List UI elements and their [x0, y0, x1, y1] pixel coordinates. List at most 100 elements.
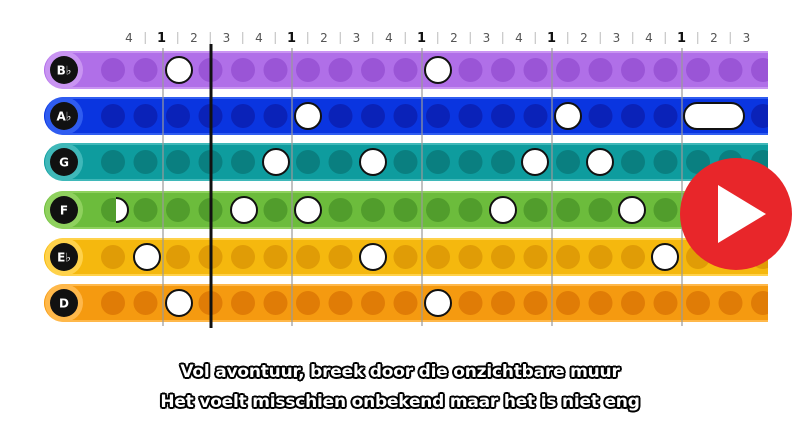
lane-key-label: B♭	[57, 64, 72, 78]
beat-slot	[556, 58, 580, 82]
beat-slot	[296, 291, 320, 315]
lane-key: F	[45, 191, 83, 229]
beat-slot	[101, 150, 125, 174]
beat-slot	[393, 150, 418, 174]
beat-tick-label: 4	[255, 31, 263, 45]
lyric-line-2: Het voelt misschien onbekend maar het is…	[160, 392, 640, 412]
beat-slot	[751, 291, 768, 315]
beat-slot	[523, 245, 548, 269]
beat-slot	[686, 150, 710, 174]
beat-slot	[653, 104, 678, 128]
beat-tick-label: 1	[417, 31, 426, 46]
beat-slot	[458, 58, 483, 82]
play-button[interactable]	[680, 158, 792, 270]
beat-tick-label: 1	[677, 31, 686, 46]
beat-slot	[393, 291, 418, 315]
note	[489, 196, 517, 224]
beat-slot	[133, 150, 158, 174]
beat-slot	[263, 245, 288, 269]
lane-area: B♭ A♭ G F E♭ D	[44, 48, 768, 326]
beat-slot	[653, 291, 678, 315]
beat-slot	[588, 291, 613, 315]
beat-slot	[556, 198, 580, 222]
beat-slot	[426, 198, 450, 222]
beat-tick-label: 3	[223, 31, 231, 45]
beat-tick-label: 3	[483, 31, 491, 45]
beat-slot	[101, 58, 125, 82]
beat-slot	[166, 150, 190, 174]
beat-slot	[653, 58, 678, 82]
beat-slot	[491, 245, 515, 269]
beat-tick-label: 4	[125, 31, 133, 45]
note	[359, 148, 387, 176]
lane-key-disc	[50, 56, 78, 84]
lane-key: A♭	[45, 97, 83, 135]
note	[262, 148, 290, 176]
beat-slot	[621, 291, 645, 315]
beat-tick-label: 4	[645, 31, 653, 45]
lane-key: G	[45, 143, 83, 181]
lane	[44, 51, 768, 89]
beat-slot	[361, 58, 385, 82]
note	[554, 102, 582, 130]
note	[424, 289, 452, 317]
beat-tick-label: 2	[710, 31, 718, 45]
play-icon	[718, 185, 766, 243]
note	[586, 148, 614, 176]
note	[651, 243, 679, 271]
beat-slot	[458, 104, 483, 128]
lane-key: E♭	[45, 238, 83, 276]
note	[230, 196, 258, 224]
beat-slot	[231, 245, 255, 269]
beat-slot	[523, 104, 548, 128]
beat-tick-label: 3	[743, 31, 751, 45]
beat-tick-label: 1	[287, 31, 296, 46]
beat-slot	[296, 58, 320, 82]
lane-key-label: E♭	[57, 251, 71, 265]
beat-slot	[621, 104, 645, 128]
beat-slot	[393, 245, 418, 269]
beat-slot	[328, 58, 353, 82]
beat-slot	[166, 198, 190, 222]
beat-slot	[328, 150, 353, 174]
note	[165, 289, 193, 317]
lane-key-disc	[50, 243, 78, 271]
beat-slot	[718, 291, 743, 315]
beat-slot	[393, 104, 418, 128]
beat-slot	[491, 104, 515, 128]
lane-key-disc	[50, 289, 78, 317]
note	[294, 196, 322, 224]
beat-slot	[328, 291, 353, 315]
beat-slot	[296, 150, 320, 174]
lane	[44, 97, 768, 135]
beat-tick-label: 3	[613, 31, 621, 45]
beat-slot	[133, 58, 158, 82]
beat-slot	[588, 198, 613, 222]
beat-tick-label: 2	[320, 31, 328, 45]
beat-tick-label: 4	[385, 31, 393, 45]
beat-slot	[393, 198, 418, 222]
beat-slot	[491, 58, 515, 82]
beat-slot	[133, 291, 158, 315]
beat-slot	[393, 58, 418, 82]
beat-slot	[101, 104, 125, 128]
beat-tick-label: 1	[157, 31, 166, 46]
beat-slot	[263, 104, 288, 128]
beat-slot	[231, 291, 255, 315]
lane-key: D	[45, 284, 83, 322]
beat-slot	[751, 104, 768, 128]
lane-key: B♭	[45, 51, 83, 89]
beat-slot	[231, 104, 255, 128]
beat-slot	[328, 245, 353, 269]
beat-slot	[361, 104, 385, 128]
beat-slot	[263, 198, 288, 222]
beat-slot	[621, 58, 645, 82]
beat-slot	[426, 245, 450, 269]
beat-slot	[361, 198, 385, 222]
beat-slot	[556, 291, 580, 315]
beat-slot	[426, 104, 450, 128]
lane-key-label: D	[59, 297, 69, 311]
beat-slot	[523, 291, 548, 315]
beat-slot	[263, 291, 288, 315]
